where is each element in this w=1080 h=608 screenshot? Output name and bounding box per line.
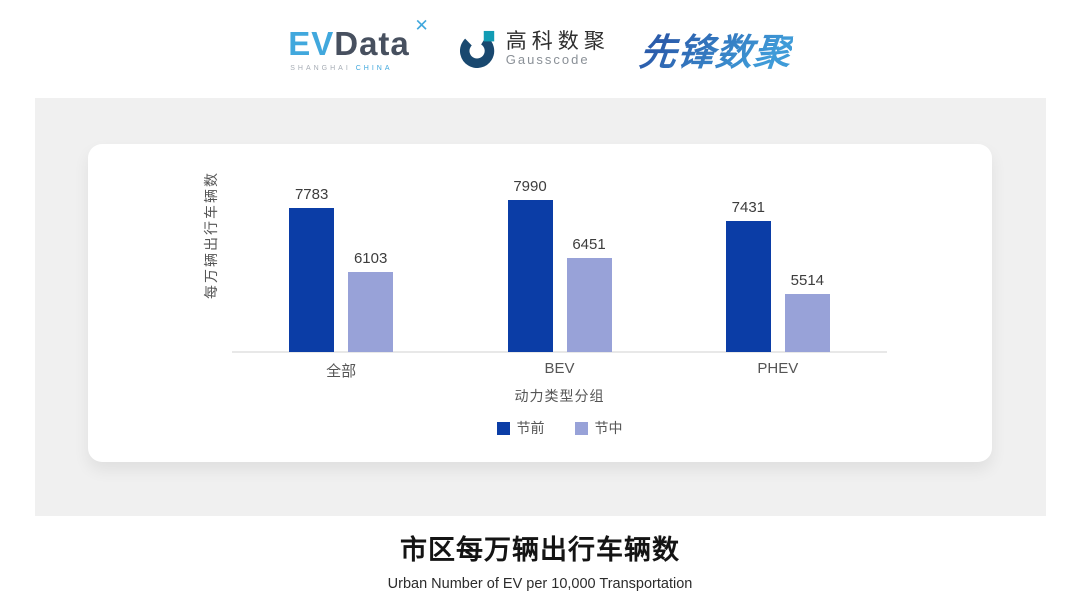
gausscode-en-text: Gausscode <box>505 52 590 68</box>
legend-label: 节前 <box>516 420 545 436</box>
sparkle-icon: ✕ <box>414 15 430 35</box>
evdata-logo: EVData ✕ SHANGHAI CHINA <box>288 17 430 72</box>
evdata-subtext: SHANGHAI CHINA <box>288 65 430 72</box>
chart-panel: 每万辆出行车辆数 动力类型分组 节前 节中 7783 6103 全部 7990 6451 B… <box>35 98 1046 516</box>
bar-value-label: 7990 <box>513 178 547 195</box>
caption-title: 市区每万辆出行车辆数 <box>400 535 680 565</box>
bar-value-label: 6451 <box>572 236 606 253</box>
bar-节中-PHEV <box>784 294 830 352</box>
caption-block: 市区每万辆出行车辆数 Urban Number of EV per 10,000… <box>0 528 1080 592</box>
category-label-BEV: BEV <box>544 360 575 377</box>
gausscode-wordmark: 高科数聚 Gausscode <box>506 30 610 67</box>
category-label-全部: 全部 <box>326 363 357 380</box>
evdata-sub-shanghai: SHANGHAI <box>290 64 351 72</box>
legend-label: 节中 <box>594 420 623 436</box>
evdata-data-text: Data <box>334 24 410 62</box>
logo-header: EVData ✕ SHANGHAI CHINA 高科数聚 Gausscode 先… <box>0 0 1080 98</box>
bar-节中-全部 <box>348 272 394 352</box>
bar-value-label: 5514 <box>790 272 825 289</box>
bar-value-label: 6103 <box>353 250 388 267</box>
bar-value-label: 7783 <box>294 186 329 203</box>
gausscode-g-icon <box>459 30 494 68</box>
bar-节前-PHEV <box>725 221 771 352</box>
x-axis-title: 动力类型分组 <box>514 388 605 404</box>
bar-value-label: 7431 <box>731 199 766 216</box>
caption-subtitle: Urban Number of EV per 10,000 Transporta… <box>387 576 693 592</box>
gausscode-logo: 高科数聚 Gausscode <box>459 30 610 68</box>
plot-area: 每万辆出行车辆数 动力类型分组 节前 节中 7783 6103 全部 7990 6451 B… <box>88 144 992 462</box>
chart-card: 每万辆出行车辆数 动力类型分组 节前 节中 7783 6103 全部 7990 6451 B… <box>88 144 992 462</box>
y-axis-label: 每万辆出行车辆数 <box>203 171 219 299</box>
legend-swatch-icon <box>574 421 588 435</box>
xianfeng-logo: 先锋数聚 <box>637 22 795 76</box>
bar-节中-BEV <box>566 258 612 352</box>
evdata-sub-china: CHINA <box>355 64 393 72</box>
evdata-ev-text: EV <box>288 24 335 62</box>
category-label-PHEV: PHEV <box>757 360 799 377</box>
legend-item-节中[interactable]: 节中 <box>574 418 623 438</box>
bar-节前-全部 <box>289 208 335 352</box>
legend-swatch-icon <box>496 421 510 435</box>
evdata-wordmark: EVData ✕ <box>288 17 430 62</box>
bar-节前-BEV <box>507 200 553 352</box>
legend-item-节前[interactable]: 节前 <box>496 418 545 438</box>
gausscode-cn-text: 高科数聚 <box>505 30 610 54</box>
chart-legend: 节前 节中 <box>232 418 887 438</box>
x-axis-line <box>232 351 887 353</box>
